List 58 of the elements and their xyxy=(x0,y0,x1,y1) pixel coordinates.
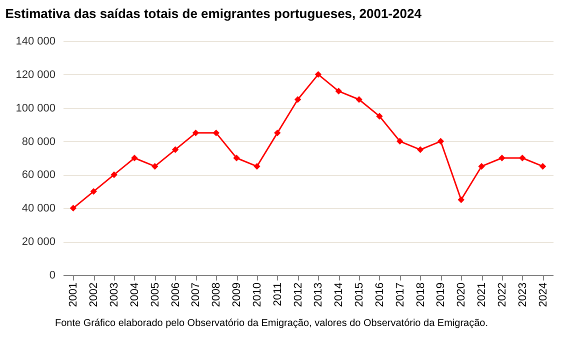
y-tick-label: 40 000 xyxy=(22,202,56,215)
y-tick-label: 0 xyxy=(49,270,56,282)
point xyxy=(519,154,526,162)
point xyxy=(314,71,322,78)
x-tick-label: 2017 xyxy=(394,282,406,307)
x-tick-label: 2002 xyxy=(88,282,100,307)
x-tick-label: 2012 xyxy=(292,282,304,307)
x-tick-label: 2011 xyxy=(272,282,284,306)
point xyxy=(498,154,506,162)
point xyxy=(416,146,424,153)
point xyxy=(274,130,281,136)
x-tick-label: 2018 xyxy=(414,282,427,307)
x-tick-label: 2016 xyxy=(374,282,386,307)
point xyxy=(356,96,362,103)
x-tick-label: 2013 xyxy=(312,282,325,307)
point xyxy=(376,112,383,120)
x-tick-label: 2007 xyxy=(190,282,202,307)
x-tick-label: 2010 xyxy=(251,282,264,307)
x-tick-label: 2014 xyxy=(333,282,346,307)
point xyxy=(212,130,220,136)
x-tick-label: 2023 xyxy=(516,282,529,307)
point xyxy=(458,196,464,204)
x-tick-label: 2006 xyxy=(170,282,182,307)
point xyxy=(335,88,342,94)
point xyxy=(254,163,260,170)
y-tick-label: 80 000 xyxy=(22,136,56,148)
y-tick-label: 120 000 xyxy=(16,68,56,81)
x-tick-label: 2019 xyxy=(435,282,448,307)
point xyxy=(192,130,200,136)
point xyxy=(437,138,444,145)
point xyxy=(70,204,77,212)
x-tick-label: 2001 xyxy=(68,282,80,307)
point xyxy=(233,154,240,162)
point xyxy=(90,188,97,195)
point xyxy=(539,163,546,170)
x-tick-label: 2021 xyxy=(476,282,488,307)
point xyxy=(294,96,302,103)
source-note: Fonte Gráfico elaborado pelo Observatório da Emigração, valores do Observatório da Emigração. xyxy=(55,318,488,329)
x-tick-label: 2022 xyxy=(496,282,508,307)
x-tick-label: 2015 xyxy=(354,282,366,307)
x-tick-label: 2020 xyxy=(456,282,468,307)
x-tick-label: 2003 xyxy=(108,282,121,307)
point xyxy=(172,146,179,153)
y-tick-label: 60 000 xyxy=(22,169,56,182)
point xyxy=(152,163,158,170)
x-tick-label: 2005 xyxy=(149,282,162,307)
y-tick-label: 140 000 xyxy=(16,36,56,48)
point xyxy=(396,138,404,145)
y-tick-label: 100 000 xyxy=(16,102,56,114)
point xyxy=(110,171,118,178)
chart-title: Estimativa das saídas totais de emigrantes portugueses, 2001-2024 xyxy=(5,6,422,21)
x-tick-label: 2009 xyxy=(231,282,244,307)
x-tick-label: 2004 xyxy=(128,282,141,307)
x-tick-label: 2024 xyxy=(537,282,550,307)
point xyxy=(131,154,138,162)
y-tick-label: 20 000 xyxy=(22,236,56,248)
x-tick-label: 2008 xyxy=(210,282,223,307)
point xyxy=(478,163,485,170)
